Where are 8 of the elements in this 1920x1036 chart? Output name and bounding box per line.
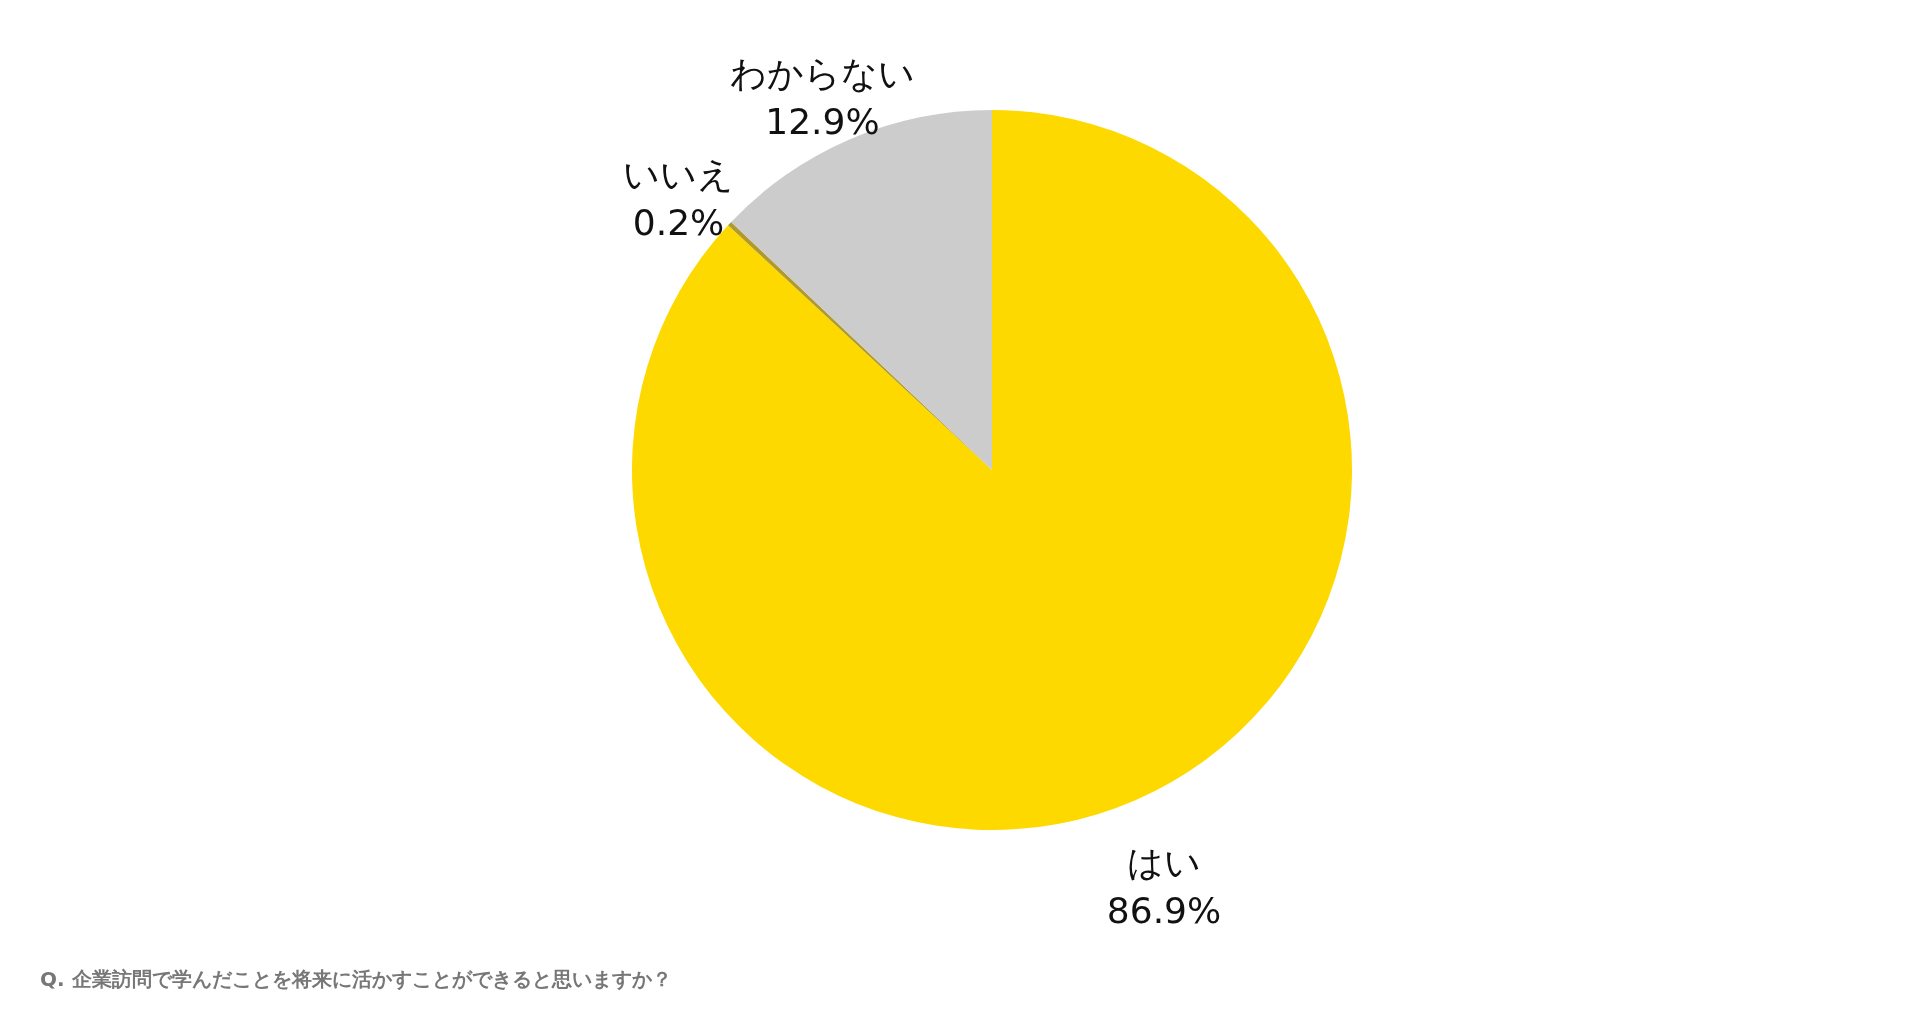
- pie-slice: [731, 110, 992, 470]
- data-label: 0.2%: [632, 201, 725, 243]
- slice-label: いいえ: [623, 153, 735, 195]
- data-label: 12.9%: [765, 100, 880, 142]
- slice-label: はい: [1127, 842, 1202, 884]
- slice-label: わからない: [729, 52, 915, 94]
- data-label: 86.9%: [1106, 890, 1222, 932]
- text: Q. 企業訪問で学んだことを将来に活かすことができると思いますか？: [40, 967, 672, 992]
